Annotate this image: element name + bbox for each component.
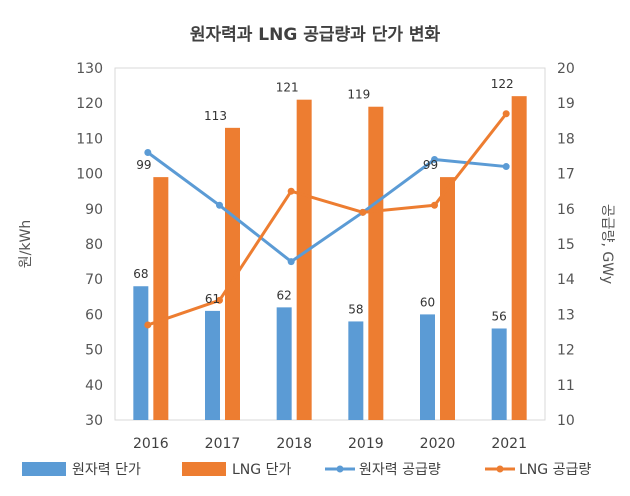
legend-marker — [336, 465, 344, 473]
bar-data-label: 61 — [205, 292, 220, 306]
x-tick-label: 2016 — [133, 436, 169, 452]
y-axis-label: 원/kWh — [18, 220, 34, 268]
x-tick-label: 2020 — [420, 436, 456, 452]
x-tick-label: 2021 — [491, 436, 527, 452]
bar-data-label: 60 — [420, 295, 435, 309]
y2-tick-label: 13 — [557, 307, 575, 323]
lng-supply-point — [359, 208, 367, 216]
bar-data-label: 99 — [136, 158, 151, 172]
legend-label: 원자력 공급량 — [359, 462, 441, 478]
y-tick-label: 60 — [85, 307, 103, 323]
x-axis-ticks: 2016 2017 2018 2019 2020 2021 — [133, 436, 527, 452]
legend-swatch — [22, 462, 66, 476]
y2-tick-label: 14 — [557, 272, 575, 288]
nuclear-supply-point — [502, 163, 510, 171]
bar-data-label: 99 — [423, 158, 438, 172]
y-tick-label: 50 — [85, 343, 103, 359]
y-tick-label: 30 — [85, 413, 103, 429]
bars — [133, 96, 527, 421]
y-tick-label: 130 — [76, 61, 103, 77]
y2-tick-label: 16 — [557, 202, 575, 218]
y2-tick-label: 10 — [557, 413, 575, 429]
y2-tick-label: 17 — [557, 167, 575, 183]
legend-marker — [496, 465, 504, 473]
legend: 원자력 단가 LNG 단가 원자력 공급량 LNG 공급량 — [22, 462, 591, 478]
bar-data-label: 68 — [133, 267, 148, 281]
lng-supply-point — [431, 201, 438, 209]
y-tick-label: 80 — [85, 237, 103, 253]
nuclear-supply-point — [287, 258, 295, 266]
x-tick-label: 2017 — [205, 436, 241, 452]
bar-nuclear-price — [348, 321, 364, 420]
y-tick-label: 40 — [85, 378, 103, 394]
bar-data-label: 62 — [277, 288, 292, 302]
legend-label: LNG 공급량 — [519, 462, 591, 478]
y2-tick-label: 18 — [557, 131, 575, 147]
bar-lng-price — [511, 96, 527, 420]
nuclear-supply-line — [146, 150, 508, 264]
bar-lng-price — [368, 106, 384, 420]
bar-data-label: 119 — [347, 88, 370, 102]
y-tick-label: 110 — [76, 131, 103, 147]
y2-axis-ticks: 10 11 12 13 14 15 16 17 18 19 20 — [557, 61, 575, 429]
lng-supply-point — [216, 296, 223, 304]
bar-lng-price — [153, 177, 169, 420]
bar-nuclear-price — [205, 310, 220, 420]
y-axis-ticks: 30 40 50 60 70 80 90 100 110 120 130 — [76, 61, 103, 429]
nuclear-supply-point — [431, 156, 438, 164]
y-tick-label: 70 — [85, 272, 103, 288]
y2-axis-label: 공급량, GWy — [599, 204, 615, 284]
y2-tick-label: 11 — [557, 378, 575, 394]
lines — [144, 110, 510, 329]
legend-swatch — [182, 462, 226, 476]
plot-area — [114, 67, 546, 421]
legend-label: 원자력 단가 — [72, 462, 141, 478]
x-tick-label: 2018 — [276, 436, 312, 452]
bar-data-label: 58 — [348, 302, 363, 316]
bar-data-label: 122 — [491, 77, 514, 91]
legend-label: LNG 단가 — [232, 462, 291, 478]
y2-tick-label: 12 — [557, 343, 575, 359]
bar-data-label: 121 — [276, 81, 299, 95]
y2-tick-label: 20 — [557, 61, 575, 77]
nuclear-supply-point — [144, 148, 152, 156]
chart-title: 원자력과 LNG 공급량과 단가 변화 — [190, 25, 441, 45]
bar-data-label: 113 — [204, 109, 227, 123]
y2-tick-label: 19 — [557, 96, 575, 112]
bar-lng-price — [225, 127, 240, 420]
lng-supply-point — [287, 187, 295, 195]
bar-lng-price — [296, 99, 312, 421]
y2-tick-label: 15 — [557, 237, 575, 253]
y-tick-label: 100 — [76, 167, 103, 183]
lng-supply-point — [502, 110, 510, 118]
bar-lng-price — [440, 177, 455, 420]
data-labels: 68 61 62 58 60 56 99 113 121 119 99 122 — [133, 77, 513, 323]
lng-supply-line — [146, 112, 508, 327]
lng-supply-point — [144, 321, 152, 329]
x-tick-label: 2019 — [348, 436, 384, 452]
y-tick-label: 120 — [76, 96, 103, 112]
bar-nuclear-price — [133, 286, 149, 420]
nuclear-supply-point — [216, 201, 223, 209]
bar-data-label: 56 — [492, 309, 507, 323]
bar-nuclear-price — [276, 307, 292, 420]
bar-nuclear-price — [491, 328, 507, 420]
bar-nuclear-price — [420, 314, 435, 420]
y-tick-label: 90 — [85, 202, 103, 218]
